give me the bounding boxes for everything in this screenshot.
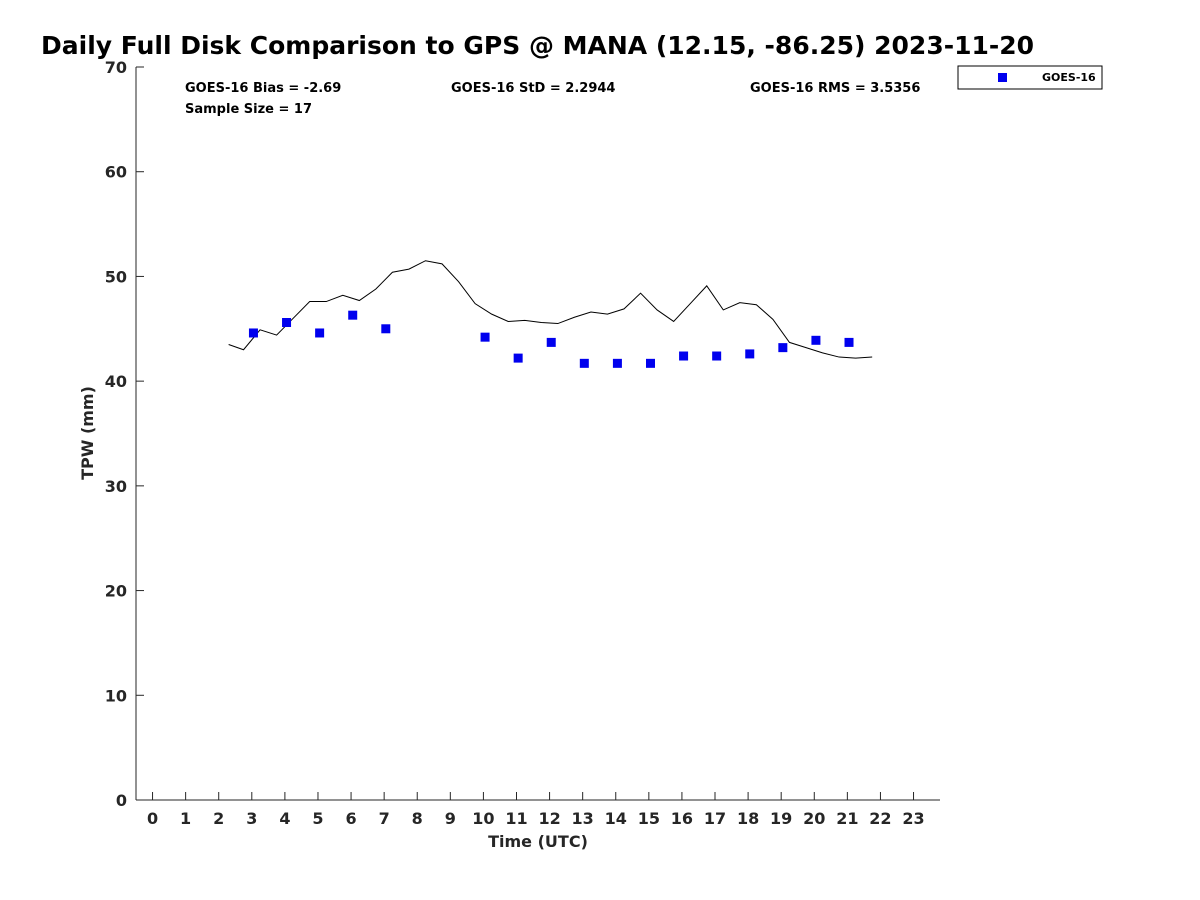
y-tick-label: 20 xyxy=(105,582,127,601)
y-axis-label: TPW (mm) xyxy=(78,386,97,480)
y-tick-label: 50 xyxy=(105,267,127,286)
y-ticks: 0 10 20 30 40 50 60 70 xyxy=(105,58,144,810)
x-tick-label: 8 xyxy=(412,809,423,828)
x-tick-label: 10 xyxy=(472,809,494,828)
gps-line-series xyxy=(228,260,873,359)
x-tick-label: 0 xyxy=(147,809,158,828)
x-tick-label: 20 xyxy=(803,809,825,828)
goes16-point xyxy=(348,310,358,320)
goes16-point xyxy=(811,335,821,345)
x-tick-label: 9 xyxy=(445,809,456,828)
goes16-point xyxy=(579,358,589,368)
goes16-point xyxy=(745,349,755,359)
y-tick-label: 30 xyxy=(105,477,127,496)
goes16-point xyxy=(679,351,689,361)
y-tick-label: 10 xyxy=(105,686,127,705)
goes16-point xyxy=(248,328,258,338)
x-tick-label: 19 xyxy=(770,809,792,828)
x-axis-label: Time (UTC) xyxy=(488,832,588,851)
goes16-scatter-series xyxy=(248,310,854,368)
x-tick-label: 12 xyxy=(538,809,560,828)
gps-tpw-line xyxy=(228,260,873,359)
legend: GOES-16 xyxy=(957,65,1103,90)
x-tick-label: 2 xyxy=(213,809,224,828)
x-tick-label: 1 xyxy=(180,809,191,828)
goes16-point xyxy=(546,337,556,347)
y-tick-label: 0 xyxy=(116,791,127,810)
rms-stat: GOES-16 RMS = 3.5356 xyxy=(750,81,920,96)
axes xyxy=(135,67,940,801)
x-tick-label: 6 xyxy=(345,809,356,828)
x-ticks: 0 1 2 3 4 5 6 7 8 9 10 11 12 13 14 15 16 17 18 19 20 21 22 23 xyxy=(147,792,925,828)
goes16-point xyxy=(712,351,722,361)
std-stat: GOES-16 StD = 2.2944 xyxy=(451,81,615,96)
goes16-point xyxy=(282,318,292,328)
y-tick-label: 40 xyxy=(105,372,127,391)
x-tick-label: 16 xyxy=(671,809,693,828)
goes16-point xyxy=(778,343,788,353)
x-tick-label: 17 xyxy=(704,809,726,828)
x-tick-label: 23 xyxy=(902,809,924,828)
sample-size-stat: Sample Size = 17 xyxy=(185,102,312,117)
x-tick-label: 22 xyxy=(869,809,891,828)
x-tick-label: 5 xyxy=(312,809,323,828)
bias-stat: GOES-16 Bias = -2.69 xyxy=(185,81,341,96)
x-tick-label: 4 xyxy=(279,809,290,828)
x-tick-label: 13 xyxy=(572,809,594,828)
goes16-point xyxy=(381,324,391,334)
x-tick-label: 7 xyxy=(379,809,390,828)
goes16-point xyxy=(513,353,523,363)
chart-title: Daily Full Disk Comparison to GPS @ MANA… xyxy=(41,31,1034,60)
x-tick-label: 15 xyxy=(638,809,660,828)
goes16-point xyxy=(480,332,490,342)
x-tick-label: 21 xyxy=(836,809,858,828)
x-tick-label: 18 xyxy=(737,809,759,828)
x-tick-label: 14 xyxy=(605,809,627,828)
goes16-point xyxy=(315,328,325,338)
x-tick-label: 3 xyxy=(246,809,257,828)
legend-label: GOES-16 xyxy=(1042,71,1096,84)
y-tick-label: 70 xyxy=(105,58,127,77)
goes16-point xyxy=(645,358,655,368)
x-tick-label: 11 xyxy=(505,809,527,828)
goes16-point xyxy=(612,358,622,368)
legend-marker xyxy=(998,73,1007,82)
goes16-point xyxy=(844,337,854,347)
legend-box xyxy=(957,65,1103,90)
y-tick-label: 60 xyxy=(105,163,127,182)
